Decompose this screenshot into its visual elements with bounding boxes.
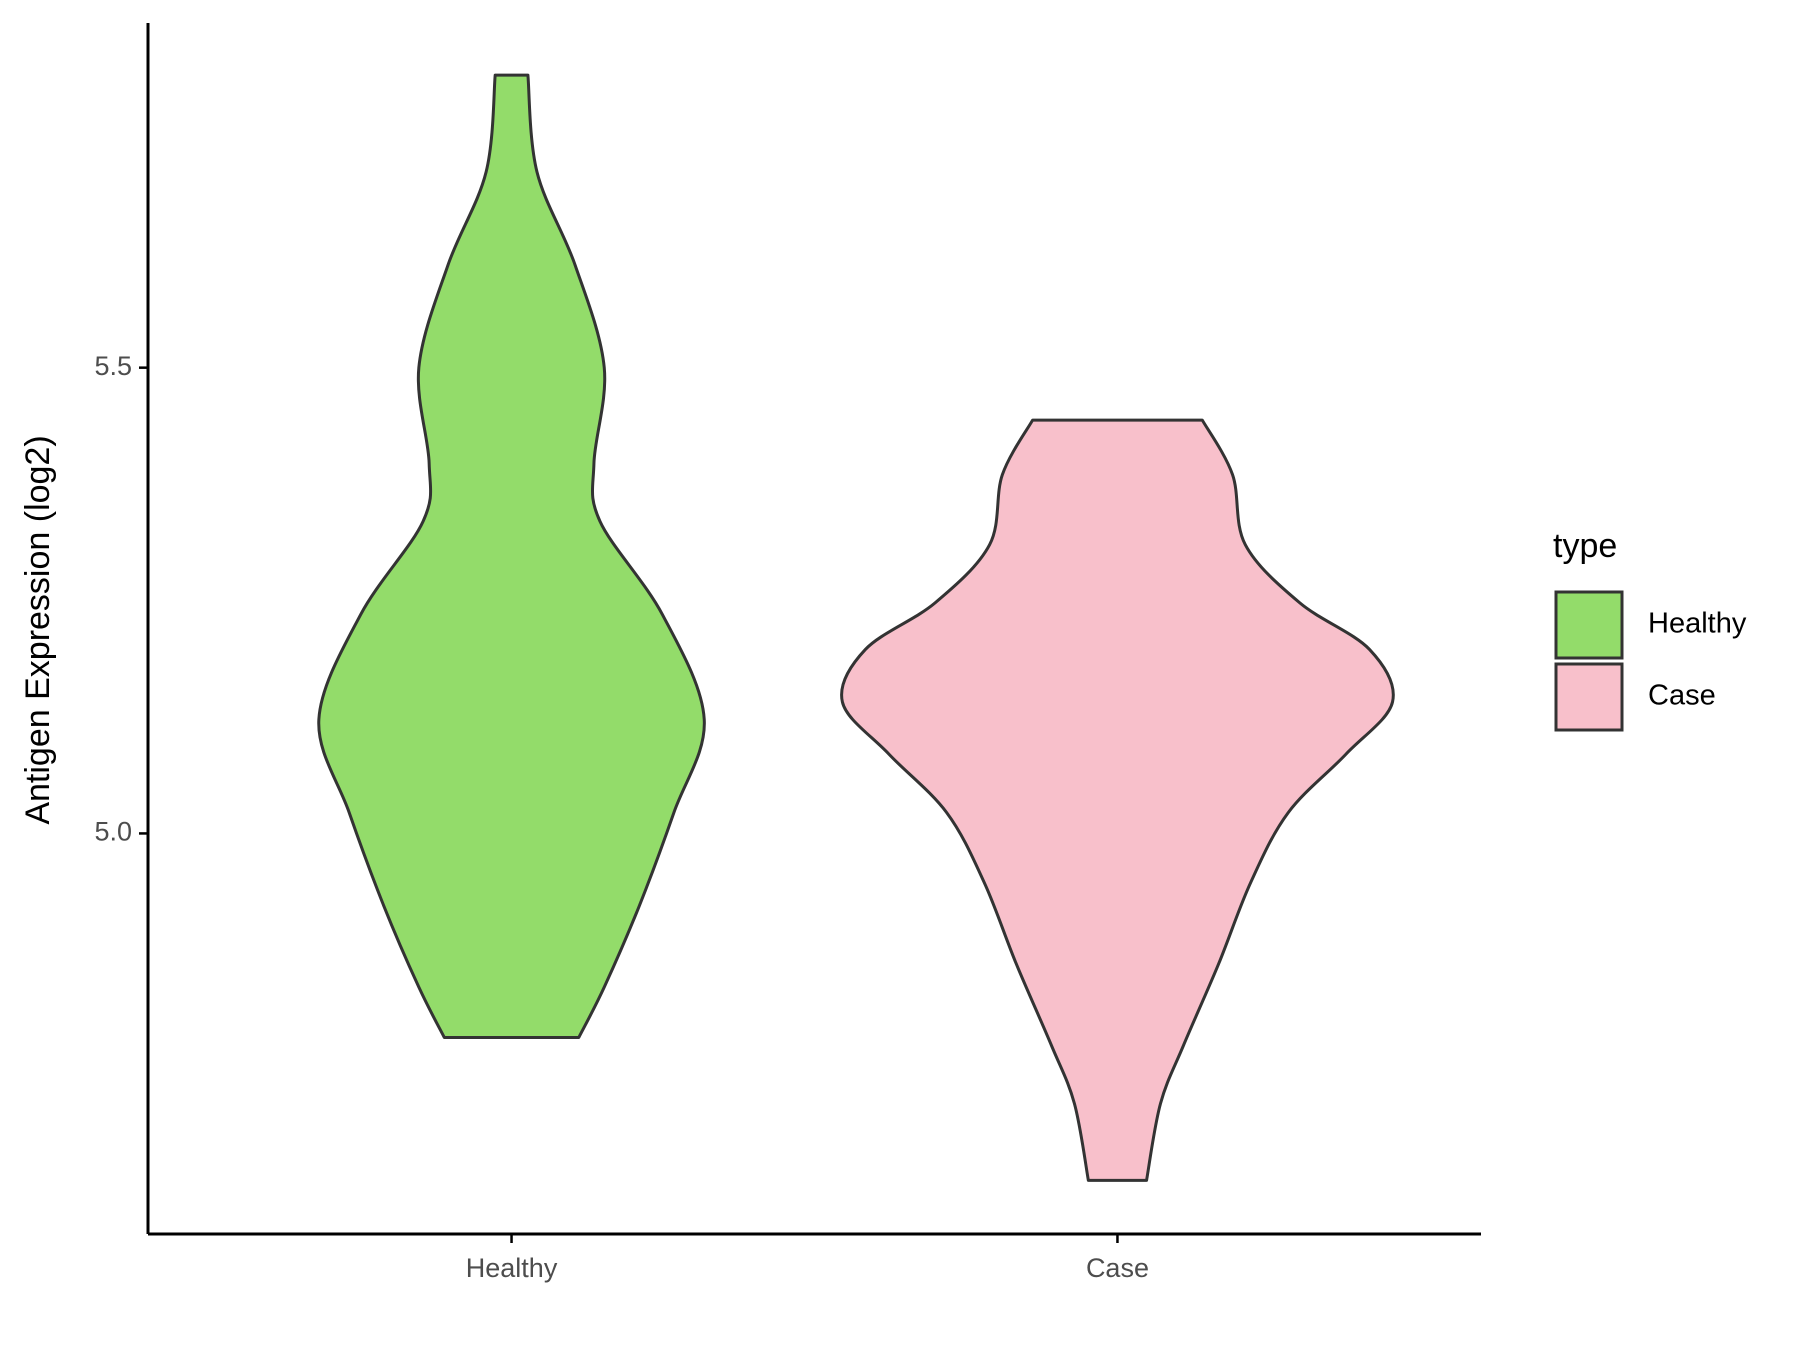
legend-key <box>1554 662 1624 732</box>
x-tick-label: Case <box>1086 1253 1149 1283</box>
x-tick-label: Healthy <box>466 1253 558 1283</box>
legend-label: Case <box>1648 680 1716 712</box>
legend-title: type <box>1553 527 1617 565</box>
violin <box>317 73 706 1039</box>
y-tick-label: 5.5 <box>94 351 132 381</box>
legend-label: Healthy <box>1648 608 1747 640</box>
violin <box>840 418 1395 1182</box>
y-axis-title: Antigen Expression (log2) <box>19 435 57 824</box>
legend-key <box>1554 590 1624 660</box>
y-tick-label: 5.0 <box>94 817 132 847</box>
